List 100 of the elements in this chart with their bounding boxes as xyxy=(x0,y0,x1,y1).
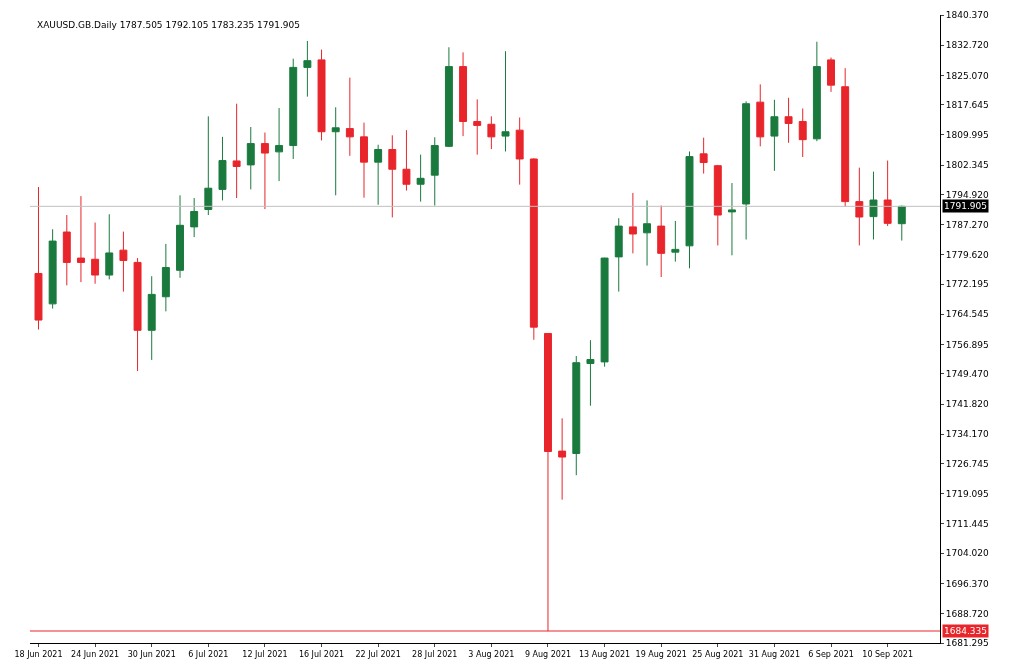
x-tick-label: 12 Jul 2021 xyxy=(242,649,288,659)
candlestick xyxy=(133,257,142,372)
candlestick xyxy=(62,214,71,286)
x-tick-label: 18 Jun 2021 xyxy=(14,649,63,659)
x-tick-label: 6 Jul 2021 xyxy=(188,649,229,659)
candlestick xyxy=(416,154,425,203)
x-tick-label: 28 Jul 2021 xyxy=(412,649,458,659)
x-tick-label: 9 Aug 2021 xyxy=(524,649,572,659)
y-tick-label: 1756.895 xyxy=(945,339,989,350)
candlestick xyxy=(190,197,199,238)
ref-line-label: 1684.335 xyxy=(944,626,987,636)
candlestick xyxy=(119,231,128,293)
candlestick xyxy=(430,136,439,207)
y-tick-label: 1704.020 xyxy=(945,548,990,559)
candlestick xyxy=(812,41,821,142)
y-tick-label: 1726.745 xyxy=(945,458,989,469)
x-tick-label: 22 Jul 2021 xyxy=(355,649,401,659)
y-tick-label: 1802.345 xyxy=(945,160,989,171)
candlestick xyxy=(331,106,340,196)
candlestick xyxy=(586,339,595,407)
candlestick xyxy=(289,58,298,160)
candlestick xyxy=(473,98,482,156)
x-tick-label: 25 Aug 2021 xyxy=(692,649,744,659)
y-tick-label: 1787.270 xyxy=(945,219,990,230)
y-tick-label: 1772.195 xyxy=(945,279,989,290)
candlestick xyxy=(76,195,85,283)
y-tick-label: 1825.070 xyxy=(945,70,990,81)
x-tick-label: 10 Sep 2021 xyxy=(862,649,913,659)
candlestick xyxy=(260,132,269,210)
y-tick-label: 1688.720 xyxy=(945,608,990,619)
candlestick xyxy=(685,150,694,269)
x-tick-label: 16 Jul 2021 xyxy=(298,649,345,659)
candlestick xyxy=(784,97,793,144)
y-tick-label: 1817.645 xyxy=(945,99,989,110)
candlestick xyxy=(161,243,170,312)
candlestick xyxy=(374,144,383,206)
candlestick xyxy=(628,192,637,254)
candlestick xyxy=(742,100,751,241)
candlestick xyxy=(699,137,708,175)
y-tick-label: 1734.170 xyxy=(945,429,990,440)
candlestick xyxy=(444,46,453,148)
candlestick xyxy=(459,51,468,137)
candlestick xyxy=(147,275,156,361)
candlestick xyxy=(317,49,326,141)
x-tick-label: 3 Aug 2021 xyxy=(468,649,515,659)
candlestick xyxy=(176,194,184,279)
candlestick xyxy=(897,205,906,242)
y-tick-label: 1832.720 xyxy=(945,40,990,51)
candlestick xyxy=(48,228,57,310)
candlestick xyxy=(345,77,354,157)
candlestick xyxy=(770,99,779,172)
candlestick xyxy=(515,117,524,186)
candlestick xyxy=(558,417,567,501)
candlestick xyxy=(727,182,736,256)
candlestick xyxy=(388,134,397,218)
candlestick xyxy=(275,107,284,182)
y-tick-label: 1741.820 xyxy=(945,399,990,410)
candlestick xyxy=(232,103,241,199)
candlestick xyxy=(572,355,581,476)
y-tick-label: 1719.095 xyxy=(945,488,989,499)
y-tick-label: 1749.470 xyxy=(945,369,990,380)
candlestick xyxy=(91,222,100,285)
x-tick-label: 24 Jun 2021 xyxy=(71,649,120,659)
candlestick xyxy=(501,50,510,152)
y-tick-label: 1711.445 xyxy=(945,519,989,530)
candlestick xyxy=(360,122,368,199)
ref-line-label: 1791.905 xyxy=(944,201,987,211)
y-tick-label: 1779.620 xyxy=(945,249,990,260)
candlestick xyxy=(303,40,312,98)
x-tick-label: 31 Aug 2021 xyxy=(748,649,801,659)
candlestick xyxy=(883,160,892,227)
candlestick xyxy=(34,186,43,331)
candlestick xyxy=(827,57,835,93)
candlestick xyxy=(529,157,538,341)
text: XAUUSD.GB.Daily 1787.505 1792.105 1783.235 1791.905 xyxy=(37,20,300,30)
x-tick-label: 13 Aug 2021 xyxy=(578,649,631,659)
candlestick xyxy=(402,129,411,192)
y-tick-label: 1794.920 xyxy=(945,189,990,200)
candlestick xyxy=(869,171,878,241)
candlestick xyxy=(713,164,722,246)
candlestick xyxy=(105,213,114,280)
y-tick-label: 1764.545 xyxy=(945,309,989,320)
x-tick-label: 19 Aug 2021 xyxy=(635,649,687,659)
candlestick xyxy=(841,67,850,208)
y-tick-label: 1681.295 xyxy=(945,638,989,649)
y-tick-label: 1840.370 xyxy=(945,10,990,21)
x-tick-label: 30 Jun 2021 xyxy=(127,649,176,659)
candlestick xyxy=(643,199,652,267)
y-tick-label: 1809.995 xyxy=(945,130,989,141)
candlestick xyxy=(657,205,666,278)
candlestick xyxy=(487,115,496,150)
candlestick xyxy=(218,136,227,201)
candlestick xyxy=(855,167,864,246)
candlestick xyxy=(756,83,765,147)
candlestick xyxy=(614,217,623,293)
candlestick xyxy=(671,220,680,263)
candlestick xyxy=(246,126,255,190)
y-tick-label: 1696.370 xyxy=(945,578,990,589)
candlestick xyxy=(204,115,213,216)
candlestick xyxy=(798,107,807,158)
